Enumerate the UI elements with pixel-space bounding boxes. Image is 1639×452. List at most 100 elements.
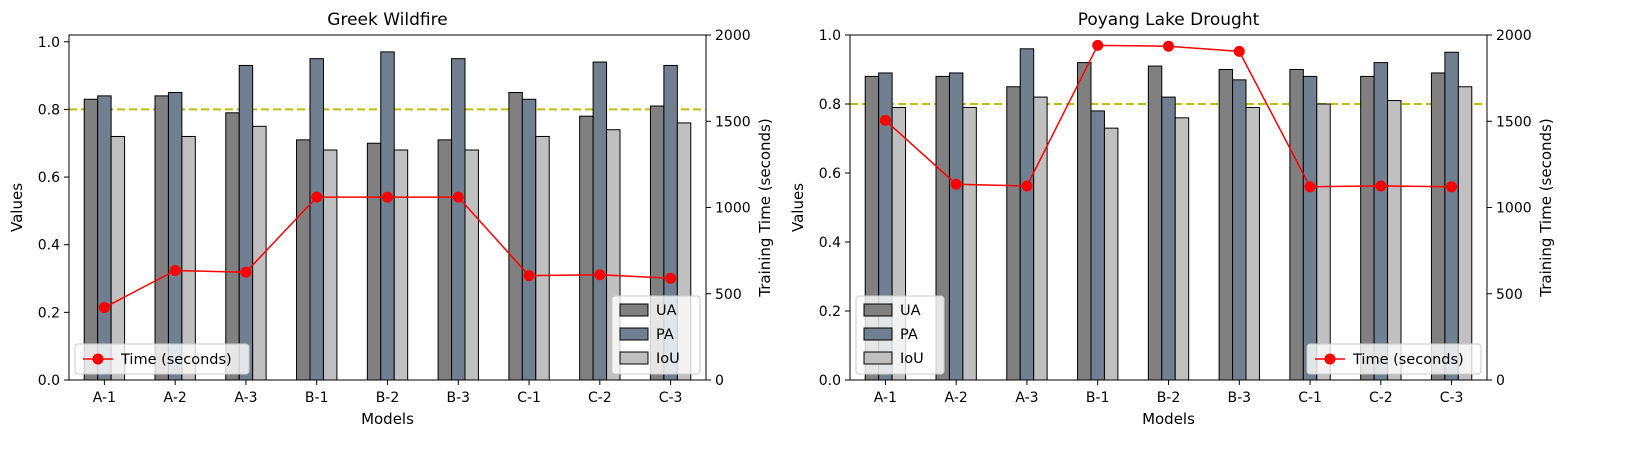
legend-swatch-pa [619, 327, 649, 341]
time-point-b-2 [1163, 40, 1174, 52]
bar-ua-b-3 [437, 139, 453, 381]
bar-pa-a-3 [238, 64, 254, 381]
bar-pa-a-2 [948, 72, 964, 381]
y-tick-label: 1.0 [819, 28, 841, 44]
time-point-c-1 [1304, 181, 1316, 193]
bar-pa-a-1 [97, 95, 112, 381]
bar-ua-a-2 [154, 95, 169, 381]
y2-axis-label: Training Time (seconds) [756, 118, 774, 297]
bar-pa-c-1 [1302, 75, 1318, 381]
bar-ua-b-1 [296, 139, 311, 381]
x-tick-label: B-2 [1157, 390, 1181, 406]
legend-label-time: Time (seconds) [1352, 352, 1464, 368]
y-axis-label: Values [8, 183, 26, 232]
legend-line-marker [92, 353, 104, 365]
bar-ua-c-1 [508, 92, 523, 381]
bar-pa-b-2 [380, 51, 395, 381]
legend-swatch-iou [863, 351, 893, 365]
bar-pa-a-2 [167, 92, 183, 381]
bar-iou-b-1 [322, 149, 338, 381]
x-tick-label: C-3 [1440, 390, 1464, 406]
time-point-a-1 [98, 302, 110, 314]
x-tick-label: C-2 [1369, 390, 1393, 406]
x-tick-label: C-1 [517, 390, 541, 406]
legend-label-iou: IoU [900, 351, 924, 367]
bar-ua-a-3 [225, 112, 240, 381]
x-tick-label: C-3 [659, 390, 683, 406]
bar-pa-b-3 [1232, 79, 1247, 381]
time-point-a-1 [879, 114, 891, 126]
time-point-a-3 [1021, 180, 1033, 192]
x-tick-label: A-3 [234, 390, 257, 406]
bar-pa-b-3 [451, 58, 466, 381]
bar-legend: UA PA IoU [855, 295, 945, 375]
bar-pa-c-2 [592, 61, 608, 381]
time-point-b-1 [311, 191, 323, 203]
y-tick-label: 0.4 [38, 238, 60, 254]
line-legend: Time (seconds) [1306, 343, 1482, 375]
legend-label-iou: IoU [656, 351, 680, 367]
time-point-a-2 [169, 264, 181, 276]
x-tick-label: A-2 [945, 390, 968, 406]
y-tick-label: 0.4 [819, 235, 841, 251]
time-point-c-2 [1375, 180, 1387, 192]
bar-ua-c-2 [579, 115, 594, 381]
y-tick-label: 1.0 [38, 35, 60, 51]
time-point-c-3 [1446, 181, 1458, 193]
legend-swatch-ua [863, 303, 893, 317]
y2-tick-label: 0 [715, 373, 724, 389]
bar-ua-b-3 [1218, 69, 1234, 381]
y2-tick-label: 1000 [715, 201, 751, 217]
x-tick-label: C-1 [1298, 390, 1322, 406]
chart-poyang-lake-drought: A-1 A-2 A-3 B-1 B-2 B-3 C-1 C-2 C-3 0.0 0.2 0.4 0.6 0… [789, 10, 1555, 428]
y2-tick-label: 1500 [1496, 114, 1532, 130]
x-tick-label: B-1 [305, 390, 329, 406]
chart-greek-wildfire: A-1 A-2 A-3 B-1 B-2 B-3 C-1 C-2 C-3 0.0 0.2 0.4 0.6 0… [8, 10, 774, 428]
y-tick-label: 0.6 [38, 170, 60, 186]
bar-ua-b-2 [1147, 65, 1163, 381]
legend-swatch-ua [619, 303, 649, 317]
x-tick-label: A-1 [93, 390, 116, 406]
y2-tick-label: 2000 [715, 28, 751, 44]
y-axis-label: Values [789, 183, 807, 232]
legend-swatch-iou [619, 351, 649, 365]
bar-ua-a-1 [83, 98, 99, 381]
y2-tick-label: 1500 [715, 114, 751, 130]
bar-iou-b-2 [393, 149, 409, 381]
bar-ua-c-2 [1360, 75, 1375, 381]
bar-ua-b-1 [1077, 62, 1092, 381]
legend-line-marker [1324, 353, 1336, 365]
time-point-b-2 [382, 191, 393, 203]
y2-tick-label: 0 [1496, 373, 1505, 389]
time-point-a-3 [240, 266, 252, 278]
time-point-c-3 [665, 272, 677, 284]
y-tick-label: 0.8 [38, 102, 60, 118]
legend-label-pa: PA [900, 327, 918, 343]
x-tick-label: B-1 [1086, 390, 1110, 406]
bar-iou-c-1 [535, 135, 550, 381]
y2-tick-label: 500 [1496, 287, 1523, 303]
x-axis-label: Models [1142, 410, 1195, 428]
bar-iou-b-2 [1174, 117, 1190, 381]
bar-iou-c-1 [1316, 103, 1331, 381]
x-tick-label: C-2 [588, 390, 612, 406]
y-tick-label: 0.6 [819, 166, 841, 182]
line-legend-box [1306, 343, 1482, 375]
legend-swatch-pa [863, 327, 893, 341]
bar-pa-c-3 [1444, 51, 1459, 381]
y2-axis-label: Training Time (seconds) [1537, 118, 1555, 297]
y2-tick-label: 1000 [1496, 201, 1532, 217]
time-point-b-1 [1092, 39, 1104, 51]
bar-pa-b-2 [1161, 96, 1176, 381]
bar-ua-a-3 [1006, 86, 1021, 381]
legend-label-ua: UA [656, 303, 677, 319]
chart-title: Greek Wildfire [327, 10, 447, 30]
line-legend-box [74, 343, 250, 375]
y2-tick-label: 500 [715, 287, 742, 303]
bar-pa-b-1 [309, 58, 324, 381]
bar-ua-c-3 [1430, 72, 1446, 381]
bar-iou-a-1 [110, 135, 126, 381]
bar-ua-b-2 [366, 142, 382, 381]
bar-legend: UA PA IoU [611, 295, 701, 375]
